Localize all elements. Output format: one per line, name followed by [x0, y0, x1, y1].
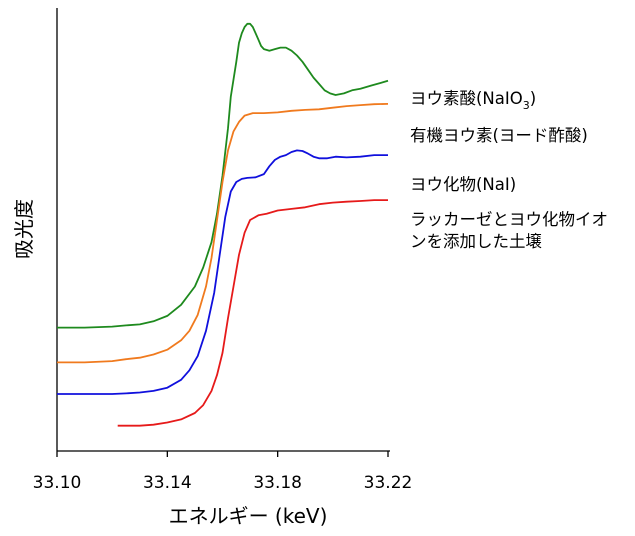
series-labels: ヨウ素酸(NaIO3) 有機ヨウ素(ヨード酢酸) ヨウ化物(NaI) ラッカーゼとヨウ…: [410, 89, 608, 251]
series-label-3: ヨウ化物(NaI): [410, 175, 516, 194]
series-label-4-line-2: ンを添加した土壌: [410, 232, 542, 251]
series-label-subscript: 3: [523, 99, 530, 112]
series-line-3: [57, 149, 388, 395]
series-label-text: ヨウ化物(NaI): [410, 175, 516, 194]
x-tick-label: 33.22: [364, 473, 413, 493]
series-label-text: ヨウ素酸(NaIO: [410, 89, 523, 108]
x-tick-label: 33.14: [143, 473, 192, 493]
series-label-suffix: ): [530, 89, 536, 108]
series-label-4-line-1: ラッカーゼとヨウ化物イオ: [410, 210, 608, 229]
axes: [56, 8, 390, 452]
x-axis-title: エネルギー (keV): [169, 504, 328, 528]
series-label-1: ヨウ素酸(NaIO3): [410, 89, 536, 112]
x-ticks: 33.10 33.14 33.18 33.22: [33, 451, 413, 493]
x-tick-label: 33.10: [33, 473, 82, 493]
series-line-1: [57, 22, 389, 329]
series-layer: [57, 22, 389, 427]
series-label-2: 有機ヨウ素(ヨード酢酸): [410, 126, 588, 145]
series-line-2: [57, 103, 389, 364]
y-axis-title: 吸光度: [12, 199, 36, 259]
series-label-text: 有機ヨウ素(ヨード酢酸): [410, 126, 588, 145]
x-tick-label: 33.18: [253, 473, 302, 493]
series-line-4: [117, 199, 388, 427]
